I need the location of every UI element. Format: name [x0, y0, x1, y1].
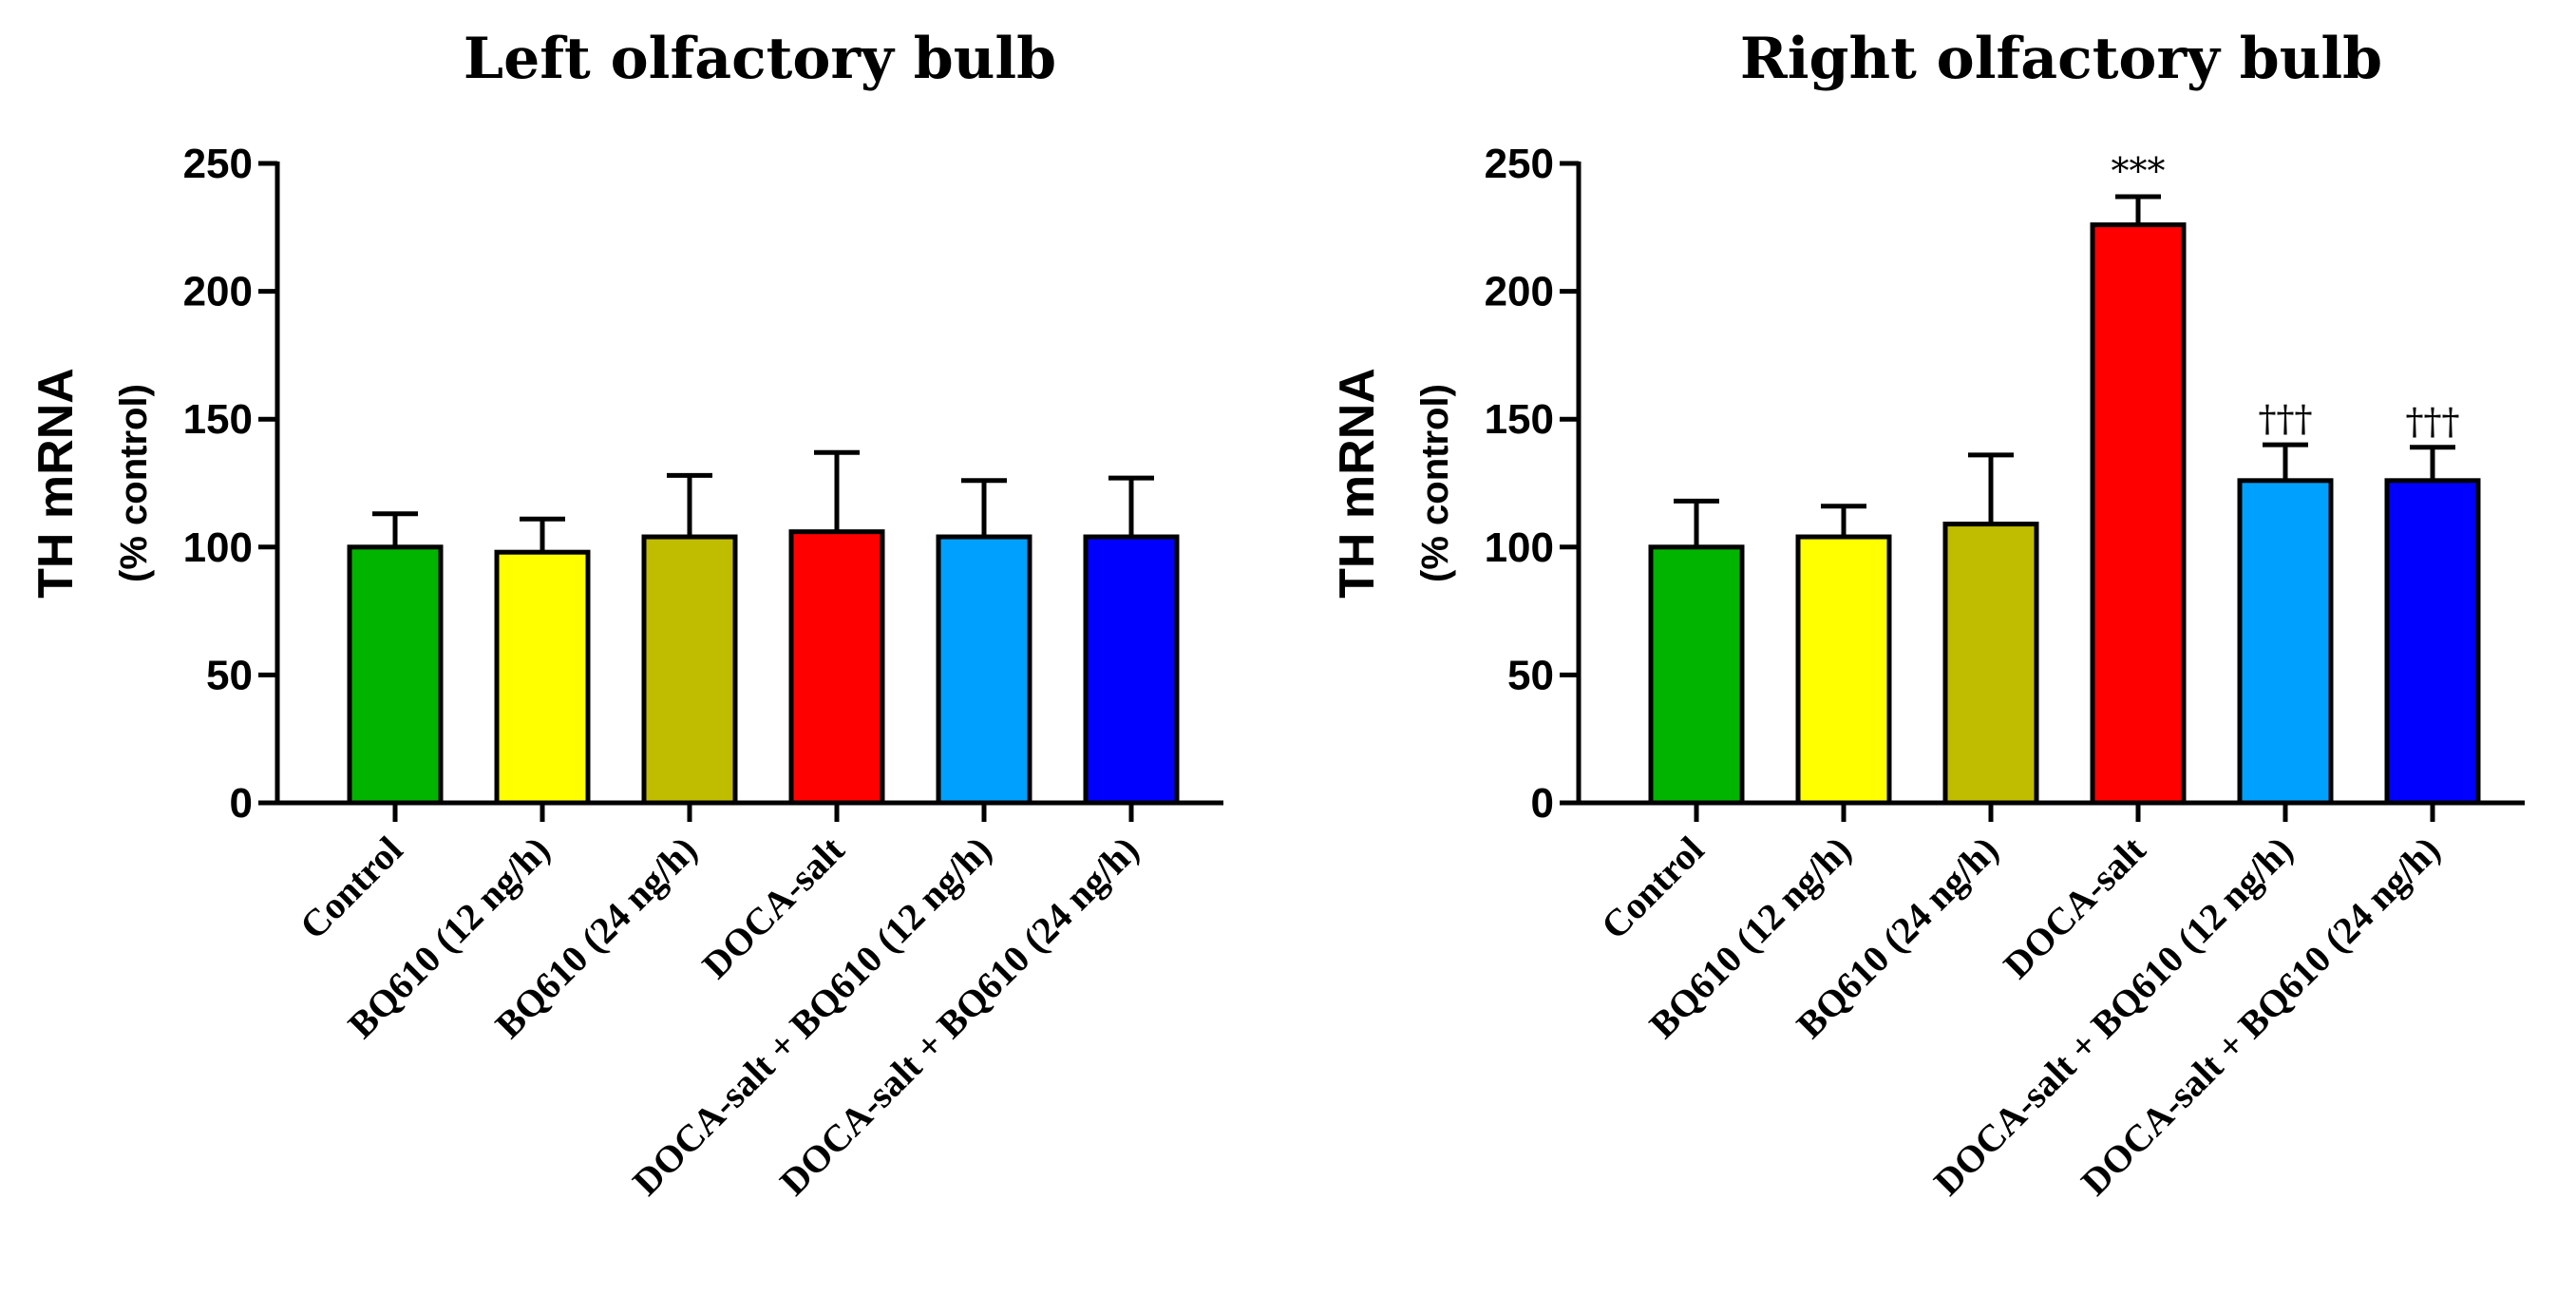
y-tick-label: 50 [1507, 652, 1554, 698]
y-axis-label: TH mRNA [1330, 368, 1385, 599]
chart-panel-1: Left olfactory bulb TH mRNA (% control) 0 50… [28, 26, 1223, 1204]
y-tick-label: 150 [183, 396, 253, 443]
x-category-label: Control [1593, 828, 1713, 948]
significance-label: ††† [2259, 398, 2313, 440]
bar-4 [788, 529, 885, 806]
y-tick-label: 100 [183, 524, 253, 571]
y-axis-sublabel: (% control) [113, 384, 155, 582]
bar-1 [347, 544, 444, 806]
bar-2 [494, 549, 591, 806]
x-category-label: DOCA-salt [1995, 828, 2153, 986]
y-axis-sublabel: (% control) [1414, 384, 1456, 582]
bar-4 [2090, 222, 2187, 806]
y-tick-label: 50 [206, 652, 253, 698]
y-tick-label: 200 [183, 269, 253, 315]
y-tick-label: 0 [230, 780, 253, 827]
x-category-label: Control [292, 828, 411, 948]
bar-2 [1795, 534, 1892, 806]
chart-title: Left olfactory bulb [464, 26, 1056, 92]
bar-5 [936, 534, 1032, 806]
bar-5 [2237, 478, 2334, 806]
bar-6 [1083, 534, 1180, 806]
y-axis-label: TH mRNA [28, 368, 84, 599]
significance-label: ††† [2406, 401, 2460, 443]
x-category-label: DOCA-salt [693, 828, 852, 986]
chart-panel-2: Right olfactory bulb TH mRNA (% control) 0 5… [1330, 26, 2525, 1204]
y-tick-label: 200 [1485, 269, 1554, 315]
y-tick-label: 250 [1485, 141, 1554, 187]
bar-1 [1648, 544, 1745, 806]
significance-label: *** [2112, 150, 2166, 192]
bar-3 [1942, 522, 2039, 806]
y-tick-label: 150 [1485, 396, 1554, 443]
bar-3 [641, 534, 738, 806]
y-tick-label: 250 [183, 141, 253, 187]
y-tick-label: 100 [1485, 524, 1554, 571]
chart-title: Right olfactory bulb [1740, 26, 2382, 92]
bar-6 [2384, 478, 2481, 806]
y-tick-label: 0 [1531, 780, 1554, 827]
